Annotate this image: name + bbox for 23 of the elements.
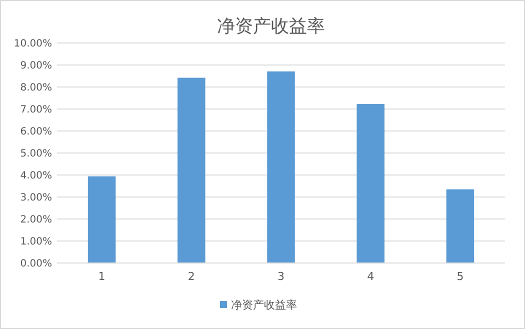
y-tick-label: 5.00% [20, 148, 52, 160]
x-tick-label: 1 [98, 270, 106, 283]
x-tick-label: 3 [278, 270, 284, 283]
y-tick-label: 8.00% [20, 82, 52, 94]
x-tick-label: 4 [367, 270, 374, 283]
legend-label: 净资产收益率 [231, 298, 297, 312]
y-tick-label: 7.00% [20, 104, 52, 116]
bar [267, 71, 295, 263]
y-tick-label: 10.00% [14, 38, 52, 50]
bar [356, 104, 384, 263]
y-tick-label: 0.00% [20, 258, 52, 270]
chart-title: 净资产收益率 [217, 16, 325, 37]
y-tick-label: 3.00% [20, 192, 52, 204]
y-tick-label: 6.00% [20, 126, 52, 138]
y-tick-label: 9.00% [20, 60, 52, 72]
y-tick-label: 4.00% [20, 170, 52, 182]
bar [88, 176, 116, 263]
x-tick-label: 2 [188, 270, 195, 283]
x-tick-label: 5 [456, 270, 464, 283]
bar [178, 78, 206, 263]
y-tick-label: 1.00% [20, 236, 52, 248]
y-tick-label: 2.00% [20, 214, 52, 226]
bar [446, 189, 474, 263]
